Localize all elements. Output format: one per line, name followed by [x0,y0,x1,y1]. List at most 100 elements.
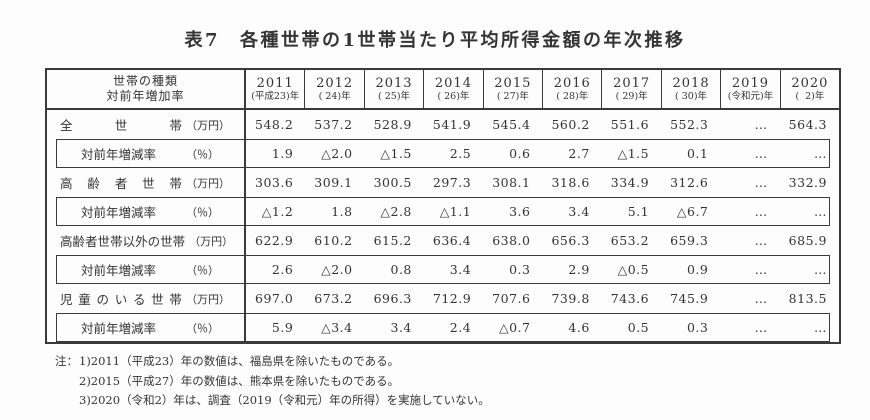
household-type-label: 高齢者世帯 （万円） [47,168,246,197]
amount-value-cell: 638.0 [492,233,531,248]
amount-value-cell: 308.1 [492,175,531,190]
amount-value-cell: 743.6 [610,291,650,306]
rate-value-cell: △0.5 [617,262,650,277]
income-table: 世帯の種類 対前年増加率 2011 (平成23)年 2012( 24)年 2013… [45,68,841,344]
year-header-2017: 2017( 29)年 [602,70,662,108]
rate-value-cell: △1.5 [380,146,412,161]
amount-value-cell: 318.6 [551,175,590,190]
rate-value-cell: △2.8 [380,204,412,219]
rate-value-cell: 0.6 [509,146,531,161]
unit-label: （％） [186,321,219,335]
amount-value-cell: 636.4 [432,233,472,248]
amount-value-cell: 332.9 [788,175,827,190]
amount-value-cell: 312.6 [670,175,709,190]
amount-value-cell: 541.9 [432,117,472,132]
rate-label-cell: 対前年増減率 （％） [47,139,246,168]
rate-value-cell: 3.4 [568,204,590,219]
amount-value-cell: 653.2 [610,233,650,248]
unit-label: （％） [186,263,219,277]
rate-value-cell: 5.9 [271,320,294,335]
rate-label: 対前年増減率 [81,263,157,278]
rate-value-cell: … [813,320,827,335]
year-header-2013: 2013( 25)年 [365,70,425,108]
corner-header-cell: 世帯の種類 対前年増加率 [47,70,246,108]
rate-value-cell: △0.7 [498,320,531,335]
rate-value-cell: 2.5 [449,146,472,161]
rate-value-cell: 2.9 [568,262,590,277]
rate-value-cell: 1.9 [271,146,294,161]
rate-value-cell: … [813,204,827,219]
amount-value-cell: … [754,117,768,132]
unit-label: （％） [186,147,219,161]
amount-value-cell: 697.0 [255,291,294,306]
unit-label: （万円） [186,176,230,190]
table-row-non-elderly-households-amount: 高齢者世帯以外の世帯 （万円） 622.9 610.2 615.2 636.4 … [47,226,839,255]
footnote-text: 3)2020（令和2）年は、調査（2019（令和元）年の所得）を実施していない。 [79,393,490,407]
amount-value-cell: 552.3 [670,117,709,132]
amount-value-cell: 615.2 [373,233,412,248]
amount-value-cell: 537.2 [314,117,353,132]
amount-value-cell: 297.3 [432,175,472,190]
rate-value-cell: 3.4 [390,320,412,335]
rate-value-cell: … [754,320,768,335]
rate-value-cell: 3.6 [509,204,531,219]
rate-value-cell: △1.5 [617,146,650,161]
rate-value-cell: △1.2 [261,204,294,219]
household-type-name: 児童のいる世帯 [60,292,182,307]
year-header-2018: 2018( 30)年 [662,70,722,108]
amount-value-cell: … [754,291,768,306]
amount-value-cell: 309.1 [314,175,353,190]
table-row-non-elderly-households-rate: 対前年増減率 （％） 2.6 △2.0 0.8 3.4 0.3 2.9 △0.5… [47,255,839,284]
rate-label: 対前年増減率 [81,321,157,336]
rate-label: 対前年増減率 [81,147,157,162]
amount-value-cell: 656.3 [551,233,590,248]
amount-value-cell: 564.3 [788,117,827,132]
household-type-label: 児童のいる世帯 （万円） [47,284,246,313]
table-header-row: 世帯の種類 対前年増加率 2011 (平成23)年 2012( 24)年 2013… [47,70,839,110]
household-type-name: 高齢者世帯以外の世帯 [60,234,186,249]
amount-value-cell: 745.9 [670,291,709,306]
amount-value-cell: 673.2 [314,291,353,306]
year-header-2011: 2011 (平成23)年 [246,70,306,108]
rate-value-cell: 0.1 [686,146,709,161]
unit-label: （万円） [186,118,230,132]
corner-header-line2: 対前年増加率 [106,89,185,103]
unit-label: （万円） [186,292,230,306]
table-number-label: 表7 [184,30,220,51]
rate-value-cell: △6.7 [676,204,709,219]
rate-value-cell: △2.0 [321,262,353,277]
rate-value-cell: 5.1 [627,204,650,219]
amount-value-cell: … [754,233,768,248]
rate-value-cell: 2.7 [568,146,590,161]
table-row-households-with-children-amount: 児童のいる世帯 （万円） 697.0 673.2 696.3 712.9 707… [47,284,839,313]
amount-value-cell: 560.2 [551,117,590,132]
table-row-elderly-households-rate: 対前年増減率 （％） △1.2 1.8 △2.8 △1.1 3.6 3.4 5.… [47,197,839,226]
rate-value-cell: 2.4 [449,320,472,335]
amount-value-cell: 551.6 [610,117,650,132]
rate-value-cell: 0.5 [627,320,650,335]
unit-label: （万円） [189,234,234,248]
household-type-name: 全世帯 [60,118,182,133]
household-type-name: 高齢者世帯 [60,176,182,191]
rate-value-cell: 3.4 [449,262,472,277]
table-row-all-households-amount: 全世帯 （万円） 548.2 537.2 528.9 541.9 545.4 5… [47,110,839,139]
amount-value-cell: 685.9 [788,233,827,248]
rate-label-cell: 対前年増減率 （％） [47,313,246,342]
rate-value-cell: … [754,204,768,219]
page-title: 表7 各種世帯の1世帯当たり平均所得金額の年次推移 [0,26,870,52]
rate-label-cell: 対前年増減率 （％） [47,255,246,284]
rate-value-cell: △3.4 [321,320,353,335]
amount-value-cell: 622.9 [255,233,294,248]
rate-value-cell: 0.9 [686,262,709,277]
amount-value-cell: 303.6 [255,175,294,190]
footnote-text: 1)2011（平成23）年の数値は、福島県を除いたものである。 [79,354,400,368]
rate-label: 対前年増減率 [81,205,157,220]
rate-value-cell: 0.3 [509,262,531,277]
amount-value-cell: 334.9 [610,175,650,190]
year-header-2020: 2020( 2)年 [791,75,829,102]
amount-value-cell: 739.8 [551,291,590,306]
amount-value-cell: 659.3 [670,233,709,248]
amount-value-cell: 712.9 [432,291,472,306]
rate-value-cell: … [754,262,768,277]
rate-value-cell: … [754,146,768,161]
